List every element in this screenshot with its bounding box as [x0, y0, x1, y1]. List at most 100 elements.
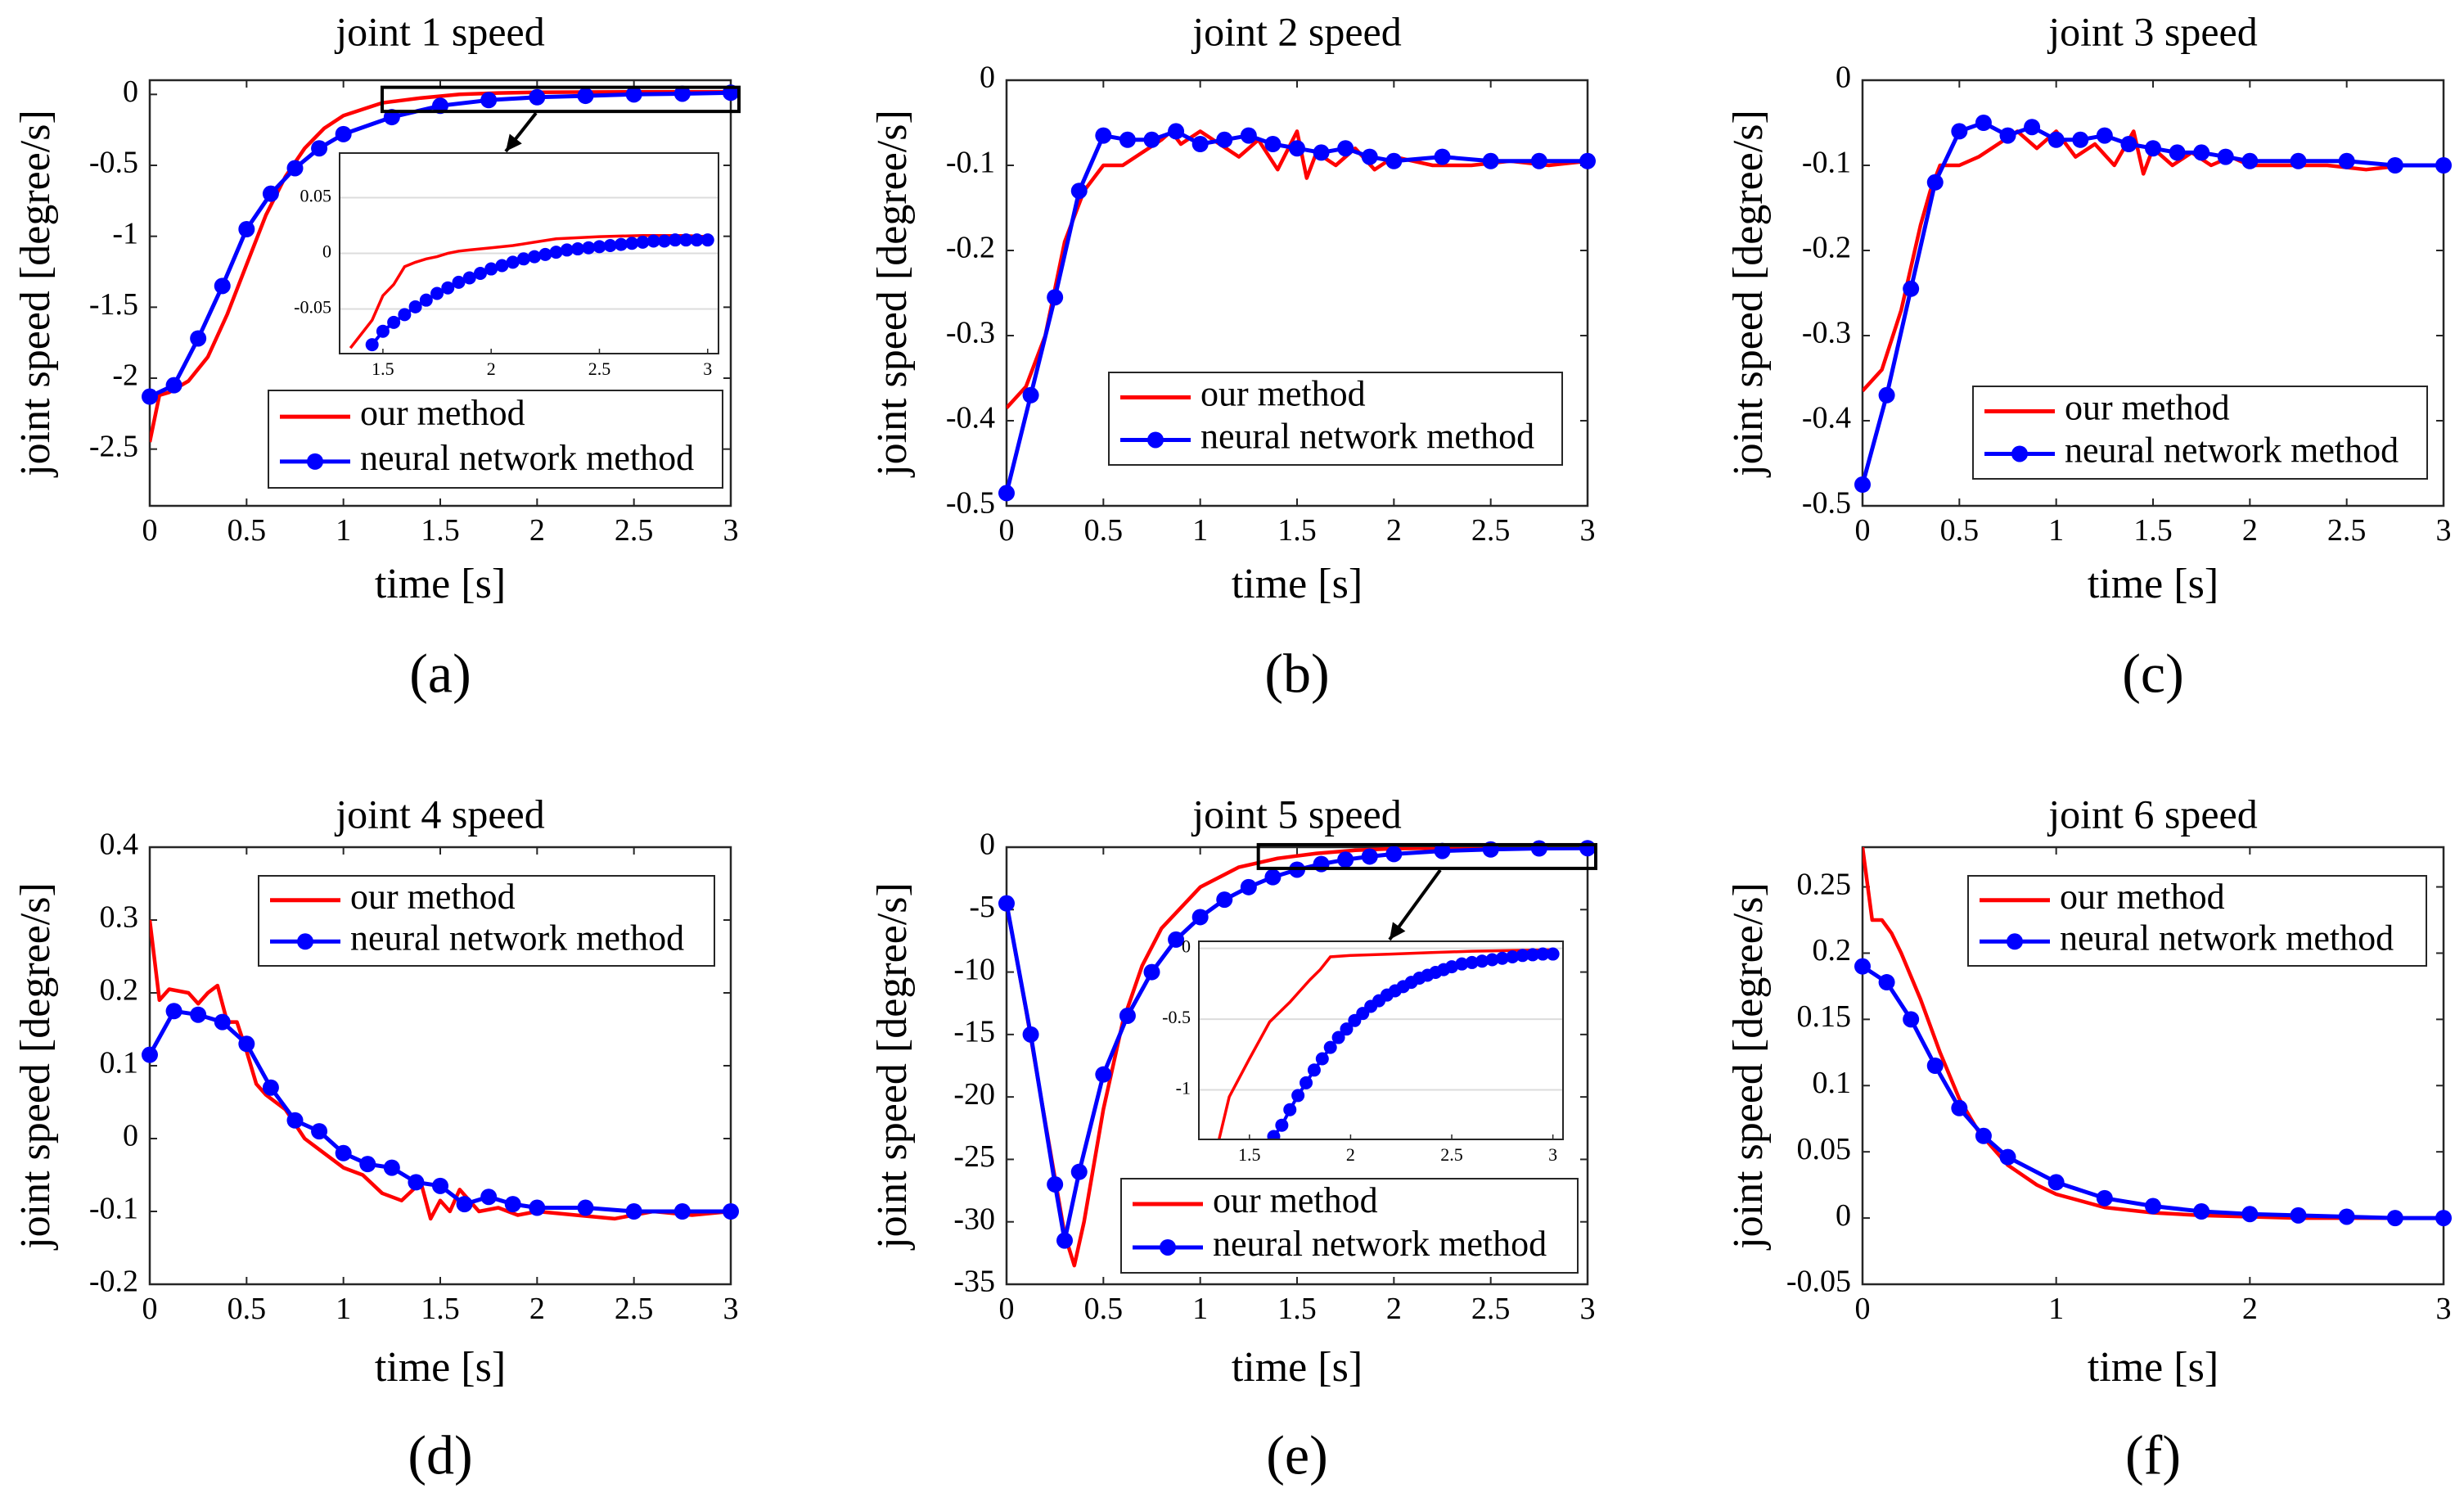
y-tick-label-m1: -1	[112, 216, 138, 250]
data-point	[673, 85, 691, 102]
chart-title: joint 4 speed	[334, 791, 545, 837]
inset-data-point	[473, 267, 487, 280]
data-point	[1385, 152, 1403, 169]
inset-y-tick-label-m1: -1	[1176, 1078, 1191, 1098]
inset-data-point	[614, 237, 628, 251]
data-point	[480, 92, 498, 109]
y-tick-label-m0p2: -0.2	[946, 231, 995, 265]
inset-x-tick-label-1p5: 1.5	[1238, 1144, 1261, 1165]
data-point	[2096, 127, 2113, 144]
inset-data-point	[1307, 1063, 1321, 1077]
y-tick-label-m0p4: -0.4	[946, 401, 995, 435]
inset-series-line-our-method	[349, 233, 708, 350]
data-point	[2072, 131, 2089, 148]
data-point	[1903, 280, 1920, 297]
x-tick-label-0p5: 0.5	[227, 513, 267, 548]
data-point	[1999, 127, 2016, 144]
x-tick-label-2: 2	[1386, 1292, 1402, 1326]
chart-title: joint 2 speed	[1191, 8, 1402, 54]
data-point	[2386, 1210, 2403, 1227]
data-point	[1337, 851, 1354, 868]
y-tick-label-0p2: 0.2	[1813, 933, 1852, 967]
legend-box	[258, 875, 715, 967]
data-point	[2290, 152, 2307, 169]
data-point	[2193, 1203, 2210, 1220]
y-tick-label-0p4: 0.4	[100, 828, 139, 862]
inset-data-point	[625, 237, 639, 250]
data-point	[2338, 152, 2355, 169]
legend-label-neural-network-method: neural network method	[360, 438, 694, 478]
inset-data-point	[452, 275, 466, 289]
inset-frame-border	[339, 152, 719, 354]
inset-data-point	[571, 242, 585, 256]
data-point	[238, 1035, 255, 1053]
y-tick-label-0p3: 0.3	[100, 900, 139, 935]
data-point	[673, 1203, 691, 1220]
data-point	[1022, 1026, 1039, 1043]
inset-data-point	[1275, 1118, 1289, 1132]
y-tick-label-m25: -25	[953, 1139, 995, 1174]
data-point	[1854, 476, 1871, 493]
inset-x-tick-label-3: 3	[1548, 1144, 1557, 1165]
y-tick-label-m30: -30	[953, 1202, 995, 1236]
x-tick-label-0p5: 0.5	[227, 1292, 267, 1326]
data-point	[2435, 157, 2452, 174]
inset-data-point	[441, 281, 455, 295]
data-point	[1191, 909, 1209, 926]
data-point	[1095, 1066, 1112, 1083]
legend-label-neural-network-method: neural network method	[1213, 1224, 1547, 1264]
inset-data-point	[603, 238, 617, 252]
data-point	[432, 1177, 448, 1194]
inset-data-point	[1485, 953, 1499, 967]
series-line-our-method	[1007, 129, 1588, 409]
y-tick-label-0: 0	[1836, 1198, 1851, 1233]
data-point	[286, 1112, 304, 1129]
x-tick-label-1p5: 1.5	[1277, 513, 1317, 548]
x-tick-label-0p5: 0.5	[1940, 513, 1980, 548]
panel-label: (d)	[408, 1424, 472, 1486]
inset-zoom: 0.05 0 -0.05 1.5 2 2.5 3	[294, 85, 741, 379]
inset-data-point	[582, 241, 596, 255]
x-tick-label-0: 0	[142, 1292, 158, 1326]
y-tick-label-m20: -20	[953, 1077, 995, 1112]
inset-frame	[1198, 940, 1564, 1140]
legend-marker	[2011, 445, 2028, 462]
y-tick-label-0: 0	[123, 1119, 138, 1153]
inset-data-point	[1315, 1052, 1329, 1066]
y-tick-label-m35: -35	[953, 1265, 995, 1299]
data-point	[2435, 1210, 2452, 1227]
x-tick-label-0: 0	[1855, 1292, 1871, 1326]
inset-data-point	[560, 243, 574, 257]
data-point	[1119, 131, 1136, 148]
x-axis-label: time [s]	[2088, 561, 2219, 607]
legend-label-neural-network-method: neural network method	[350, 918, 684, 958]
data-point	[1482, 152, 1499, 169]
x-tick-label-0: 0	[1855, 513, 1871, 548]
data-point	[1070, 1163, 1088, 1180]
x-axis-label: time [s]	[2088, 1344, 2219, 1391]
inset-series-group	[1217, 947, 1560, 1139]
zoom-box	[1256, 842, 1597, 870]
zoom-box	[381, 85, 741, 114]
data-point	[625, 86, 642, 103]
y-tick-label-m0p1: -0.1	[946, 146, 995, 180]
data-point	[1903, 1011, 1920, 1028]
legend-box	[1120, 1178, 1579, 1274]
data-point	[383, 1159, 400, 1176]
inset-series-group	[349, 233, 714, 352]
inset-data-point	[408, 300, 422, 313]
panel-label: (b)	[1264, 643, 1329, 705]
data-point	[998, 485, 1015, 502]
inset-data-point	[1331, 1031, 1345, 1044]
data-point	[165, 1003, 182, 1020]
x-tick-label-0: 0	[142, 513, 158, 548]
legend-label-our-method: our method	[1213, 1180, 1378, 1220]
inset-data-point	[1506, 950, 1520, 964]
data-point	[2290, 1207, 2307, 1224]
series-line-our-method	[1863, 129, 2444, 393]
data-point	[1926, 174, 1944, 191]
data-point	[2145, 140, 2161, 157]
legend-label-our-method: our method	[360, 393, 525, 433]
